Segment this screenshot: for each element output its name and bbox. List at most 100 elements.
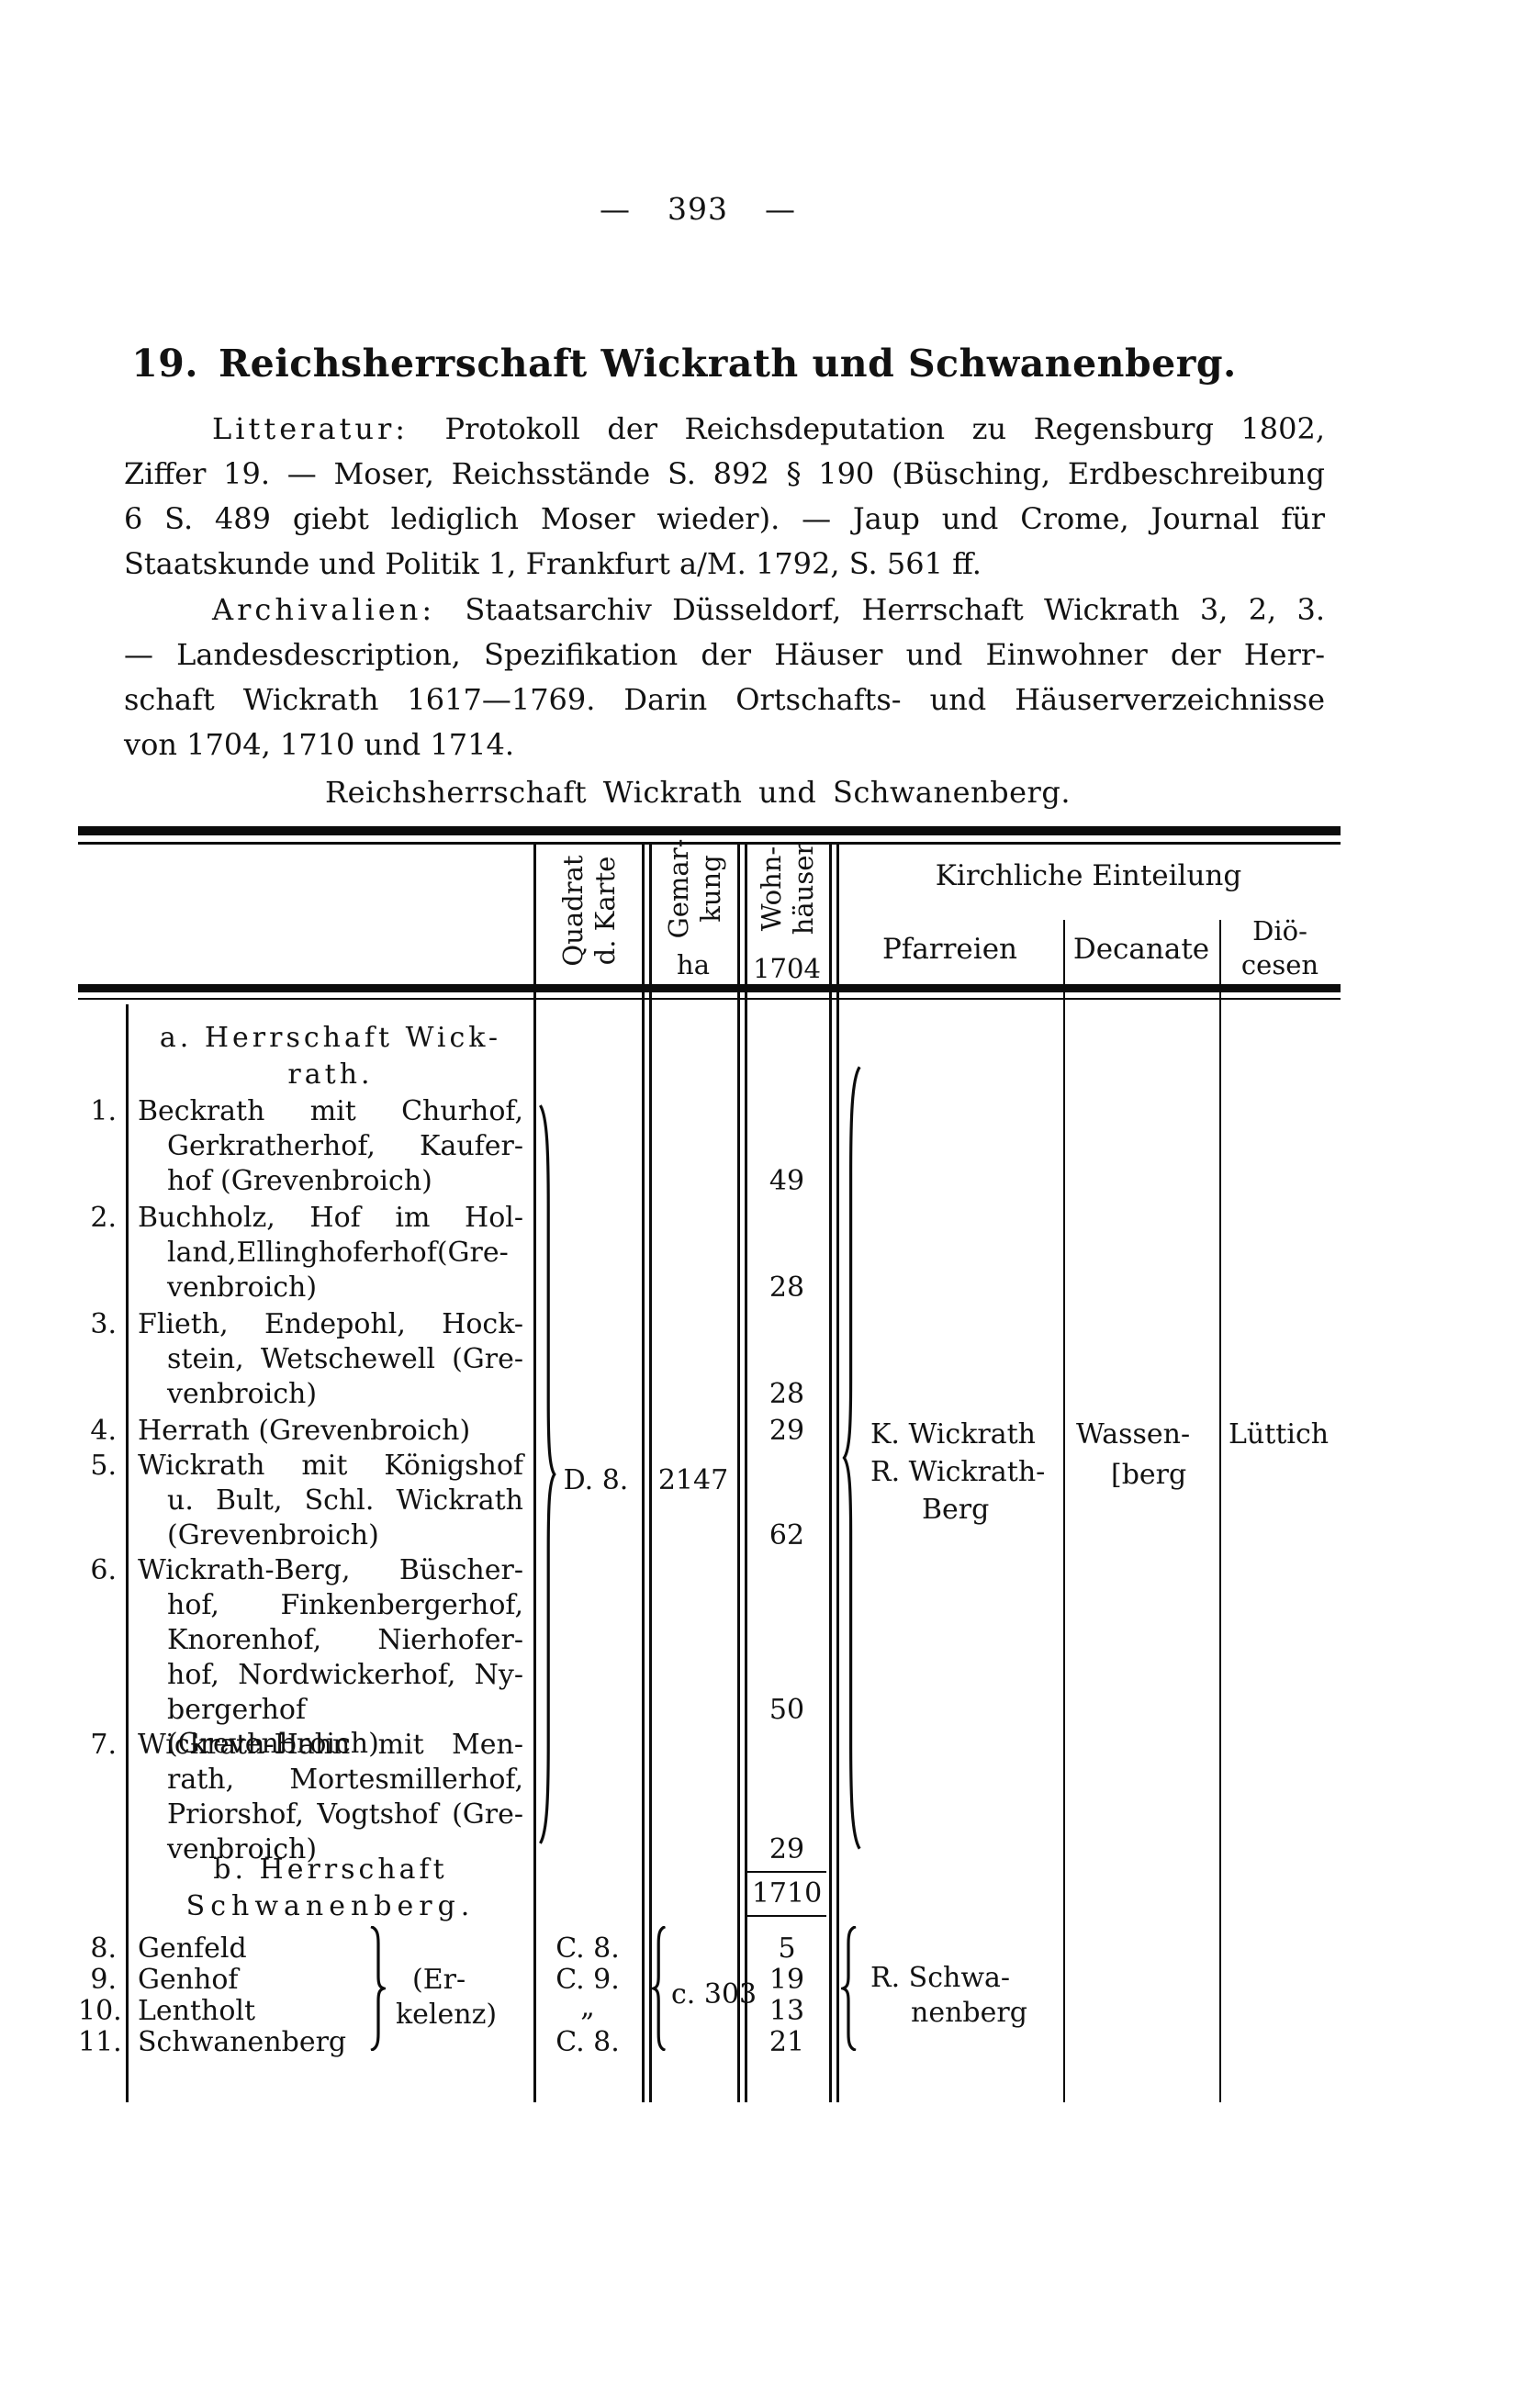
para-line: 6 S. 489 giebt lediglich Moser wieder). … <box>124 501 1325 536</box>
para-line: Litteratur: Protokoll der Reichsdeputati… <box>124 407 1325 452</box>
column-divider-gemarkung-a <box>737 845 740 2102</box>
row-number: 6. <box>90 1554 117 1586</box>
quadrat-ditto-mark: „ <box>580 1991 595 2023</box>
houses-value: 28 <box>769 1271 805 1304</box>
place-name-line: venbroich) <box>167 1271 318 1304</box>
houses-value: 21 <box>769 2026 805 2058</box>
curly-brace-names-b <box>367 1926 386 2051</box>
pfarreien-line: R. Schwa- <box>870 1962 1011 1994</box>
table-rule-top-thin <box>78 842 1341 845</box>
place-name-line: Beckrath mit Churhof, <box>138 1095 523 1127</box>
houses-value: 19 <box>769 1964 805 1996</box>
para-label: Litteratur: <box>212 411 410 446</box>
column-divider-num <box>126 1004 129 2102</box>
column-divider-quadrat-a <box>642 845 645 2102</box>
place-name-line: Wickrath-Berg, Büscher- <box>138 1554 523 1586</box>
para-text: Protokoll der Reichsdeputation zu Regens… <box>444 411 1326 446</box>
para-line: — Landesdescription, Spezifikation der H… <box>124 637 1325 672</box>
table-rule-top-thick <box>78 826 1341 835</box>
para-line: Archivalien: Staatsarchiv Düsseldorf, He… <box>124 588 1325 633</box>
houses-value: 28 <box>769 1378 805 1410</box>
page-number-dash-right: — <box>765 191 796 227</box>
place-name-line: hof (Grevenbroich) <box>167 1165 432 1197</box>
houses-value: 62 <box>769 1519 805 1551</box>
table-rule-header-thick <box>78 984 1341 992</box>
page-number: 393 <box>668 191 728 227</box>
place-name-line: Priorshof, Vogtshof (Gre- <box>167 1798 523 1831</box>
place-name-line: Genfeld <box>138 1932 247 1965</box>
curly-brace-gemarkung-b <box>652 1926 668 2051</box>
header-decanate: Decanate <box>1072 933 1210 966</box>
pfarreien-line: K. Wickrath <box>870 1418 1036 1450</box>
header-pfarreien: Pfarreien <box>881 933 1018 966</box>
houses-value: 29 <box>769 1833 805 1865</box>
decanate-line: [berg <box>1111 1459 1187 1491</box>
column-divider-quadrat-b <box>649 845 652 2102</box>
para-line: von 1704, 1710 und 1714. <box>124 727 514 762</box>
place-name-line: hof, Finkenbergerhof, <box>167 1589 523 1621</box>
header-quadrat-rotated: Quadrat d. Karte <box>557 855 621 967</box>
place-name-line: Schwanenberg <box>138 2026 347 2058</box>
place-name-line: venbroich) <box>167 1378 318 1410</box>
place-name-line: Buchholz, Hof im Hol- <box>138 1202 523 1234</box>
header-gemarkung-rotated: Gemar- kung <box>663 838 726 939</box>
header-dioecesen: Diö- cesen <box>1240 915 1319 980</box>
houses-value: 50 <box>769 1694 805 1726</box>
row-number: 1. <box>90 1095 117 1127</box>
place-name-line: (Grevenbroich) <box>167 1519 379 1551</box>
header-gemarkung-unit: ha <box>677 949 710 980</box>
quadrat-value: C. 9. <box>555 1964 620 1996</box>
column-divider-decanate <box>1219 920 1221 2102</box>
place-name-line: hof, Nordwickerhof, Ny- <box>167 1659 523 1691</box>
place-name-line: bergerhof (Grevenbroich) <box>167 1694 379 1760</box>
gemarkung-value: 2147 <box>657 1464 729 1496</box>
para-line: schaft Wickrath 1617—1769. Darin Ortscha… <box>124 682 1325 717</box>
row-number: 7. <box>90 1729 117 1761</box>
para-text: Staatsarchiv Düsseldorf, Herrschaft Wick… <box>465 592 1325 627</box>
place-name-line: rath, Mortesmillerhof, <box>167 1764 523 1796</box>
curly-brace-pfarreien-b <box>841 1926 859 2051</box>
place-name-line: land,Ellinghoferhof(Gre- <box>167 1237 509 1269</box>
header-wohnhaeuser-year: 1704 <box>753 953 821 984</box>
quadrat-value: D. 8. <box>563 1464 629 1496</box>
para-line: Staatskunde und Politik 1, Frankfurt a/M… <box>124 546 982 581</box>
column-divider-name <box>533 845 536 2102</box>
header-wohnhaeuser-rotated: Wohn- häuser <box>756 842 819 935</box>
para-line: Ziffer 19. — Moser, Reichsstände S. 892 … <box>124 456 1325 491</box>
row-number: 8. <box>90 1932 117 1965</box>
row-number: 4. <box>90 1415 117 1447</box>
dioecesen-value: Lüttich <box>1229 1418 1330 1450</box>
column-divider-wohn-b <box>836 845 839 2102</box>
pfarreien-line: R. Wickrath- <box>870 1456 1046 1488</box>
column-divider-gemarkung-b <box>745 845 747 2102</box>
table-rule-header-thin <box>78 998 1341 1000</box>
houses-value: 29 <box>769 1415 805 1447</box>
header-kirchliche-einteilung: Kirchliche Einteilung <box>935 859 1242 892</box>
section-b-heading-line1: b. Herrschaft <box>213 1854 448 1886</box>
paragraph-litteratur: Litteratur: Protokoll der Reichsdeputati… <box>124 407 1325 587</box>
section-b-heading-line2: Schwanenberg. <box>185 1890 476 1922</box>
place-name-line: venbroich) <box>167 1833 318 1865</box>
section-a-heading-line2: rath. <box>287 1058 374 1091</box>
table-caption: Reichsherrschaft Wickrath und Schwanenbe… <box>325 775 1071 810</box>
place-name-line: Lentholt <box>138 1995 256 2027</box>
gemarkung-value: c. 303 <box>671 1978 757 2010</box>
row-number: 3. <box>90 1308 117 1340</box>
page-number-line: — 393 — <box>78 191 1318 227</box>
row-number: 11. <box>78 2026 122 2058</box>
place-name-line: Knorenhof, Nierhofer- <box>167 1624 523 1656</box>
annotation-line: (Er- <box>412 1964 466 1996</box>
place-name-line: stein, Wetschewell (Gre- <box>167 1343 523 1375</box>
divider-year-rule-top <box>747 1871 826 1873</box>
chapter-title: 19. Reichsherrschaft Wickrath und Schwane… <box>78 342 1290 386</box>
place-name-line: Flieth, Endepohl, Hock- <box>138 1308 523 1340</box>
column-divider-wohn-a <box>829 845 832 2102</box>
pfarreien-line: Berg <box>922 1494 990 1526</box>
column-divider-pfarreien <box>1063 920 1065 2102</box>
divider-year: 1710 <box>751 1877 823 1910</box>
quadrat-value: C. 8. <box>555 2026 620 2058</box>
place-name-line: Wickrath mit Königshof <box>138 1450 523 1482</box>
curly-brace-names-a <box>536 1102 556 1847</box>
decanate-line: Wassen- <box>1076 1418 1191 1450</box>
